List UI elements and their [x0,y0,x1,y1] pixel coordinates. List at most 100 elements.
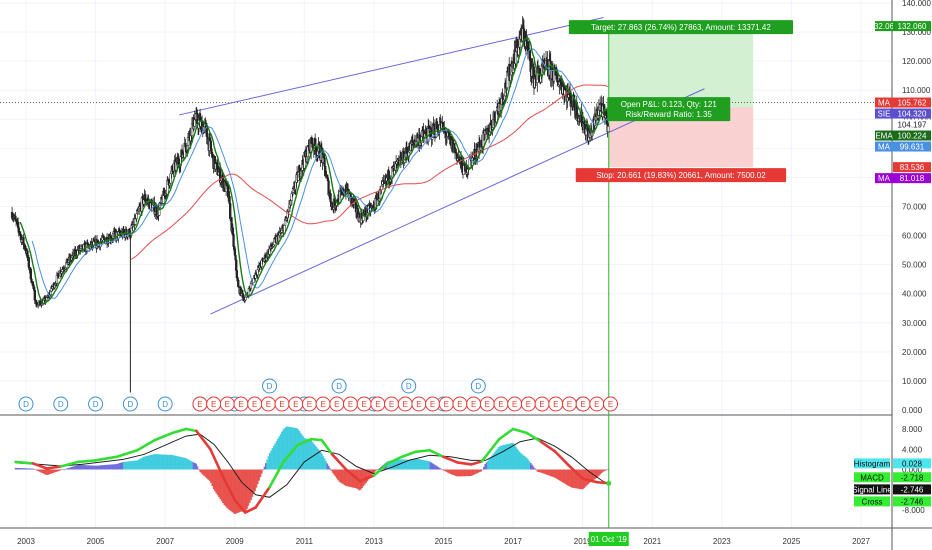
histogram-bar [41,469,44,474]
histogram-bar [78,465,81,470]
histogram-bar [52,469,54,474]
macd-legend-value: -2.718 [901,473,924,482]
earnings-marker-label: E [608,400,613,409]
histogram-bar [607,469,610,471]
histogram-bar [48,469,50,475]
earnings-marker-label: E [430,400,435,409]
candle-body [234,255,237,261]
dividend-marker[interactable] [18,396,34,412]
histogram-bar [269,452,271,470]
histogram-bar [283,428,286,470]
histogram-bar [16,467,18,470]
badge-value-box [893,97,931,108]
position-tool[interactable] [608,26,754,528]
histogram-bar [73,466,76,470]
histogram-bar [120,462,123,470]
earnings-marker-label: E [362,400,367,409]
histogram-bar [295,428,298,470]
histogram-bar [22,468,25,470]
histogram-bar [337,469,339,481]
macd-legend-tag [854,496,890,507]
histogram-bar [61,469,64,471]
histogram-bar [442,469,445,471]
histogram-bar [338,469,341,482]
histogram-bar [169,454,172,470]
time-tick-label: 2003 [17,537,35,546]
histogram-bar [218,469,220,498]
histogram-bar [248,469,251,503]
histogram-bar [546,469,548,475]
histogram-bar [117,463,120,470]
badge-value-text: 100.224 [898,132,927,141]
histogram-bar [408,459,410,470]
histogram-bar [45,469,48,475]
histogram-bar [182,457,184,470]
histogram-bar [252,469,255,494]
histogram-bar [206,469,208,479]
histogram-bar [418,459,421,470]
histogram-bar [541,469,544,474]
histogram-bar [430,462,433,470]
histogram-bar [389,460,392,470]
histogram-bar [362,469,365,487]
histogram-bar [485,462,488,470]
macd-line-segment [223,478,237,502]
histogram-bar [219,469,222,500]
histogram-bar [350,469,353,488]
dividend-marker[interactable] [401,378,417,394]
target-zone[interactable] [608,26,754,108]
earnings-marker-label: E [389,400,394,409]
histogram-bar [214,469,216,492]
histogram-bar [364,469,366,485]
histogram-bar [450,469,453,475]
histogram-bar [481,469,484,471]
event-markers[interactable]: DDDDDDDDDDDDDDDEEEEEEEEEEEEEEEEEEEEEEEEE… [18,378,618,412]
channel-lower-line[interactable] [210,88,705,315]
macd-line-segment [14,460,35,465]
histogram-bar [72,466,74,470]
histogram-bar [301,434,303,470]
earnings-marker-label: E [580,400,585,409]
histogram-bar [327,465,330,470]
histogram-bar [437,467,440,470]
histogram-bar [321,453,323,470]
histogram-bar [220,469,223,502]
earnings-marker-label: E [225,400,230,409]
histogram-bar [254,469,256,491]
histogram-bar [563,469,566,484]
trend-channel[interactable] [178,17,705,315]
channel-upper-line[interactable] [178,17,604,116]
histogram-bar [212,469,215,490]
earnings-marker-label: E [485,400,490,409]
histogram-bar [361,469,363,488]
macd-line-segment [581,477,598,484]
histogram-bar [101,465,104,470]
histogram-bar [523,455,525,470]
histogram-bar [58,469,61,471]
histogram-bar [99,465,101,470]
dividend-marker[interactable] [88,396,104,412]
earnings-marker[interactable] [603,396,618,412]
macd-line-segment [209,447,226,481]
histogram-bar [262,469,264,471]
earnings-marker-label: E [553,400,558,409]
dividend-marker[interactable] [53,396,69,412]
histogram-bar [49,469,52,474]
time-tick-label: 2027 [852,537,870,546]
histogram-bar [141,457,144,470]
histogram-bar [194,462,196,470]
dividend-marker[interactable] [122,396,138,412]
dividend-marker[interactable] [331,378,347,394]
histogram-bar [289,426,291,470]
dividend-marker[interactable] [470,378,486,394]
dividend-marker[interactable] [157,396,173,412]
histogram-bar [28,468,30,470]
dividend-marker[interactable] [262,378,278,394]
histogram-bar [111,464,113,470]
histogram-bar [129,461,132,470]
histogram-bar [232,469,235,514]
dividend-marker-label: D [267,382,273,391]
histogram-bar [457,469,460,477]
dividend-marker-label: D [406,382,412,391]
